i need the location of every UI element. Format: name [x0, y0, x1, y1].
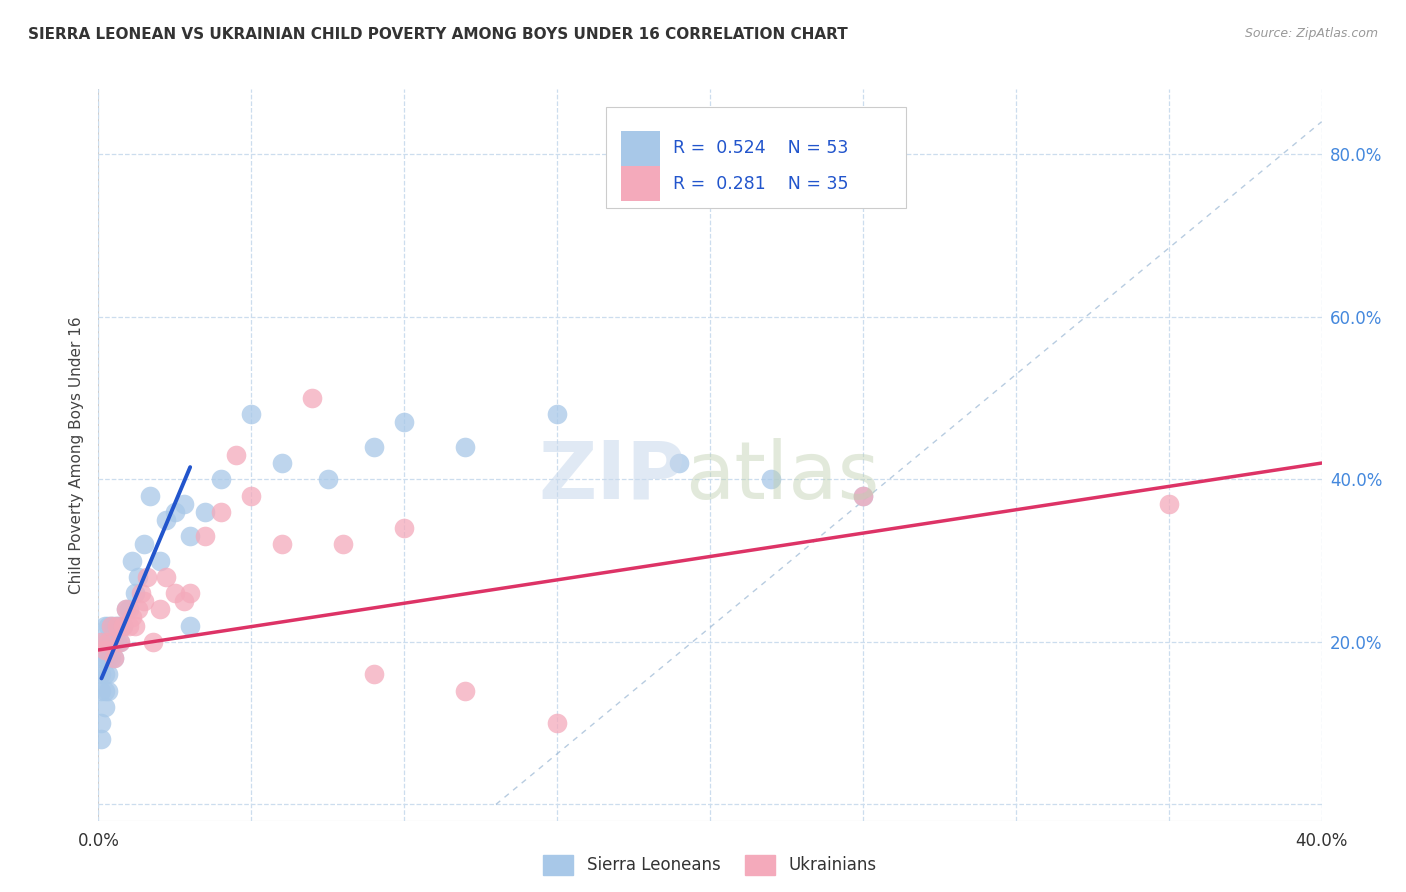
Point — [108, 618, 131, 632]
Point — [97, 683, 120, 698]
Point — [240, 489, 263, 503]
Point — [105, 618, 128, 632]
Point — [209, 472, 232, 486]
Point — [115, 602, 138, 616]
Point — [105, 635, 128, 649]
Point — [103, 635, 125, 649]
Point — [118, 602, 141, 616]
Point — [240, 407, 263, 421]
Point — [852, 489, 875, 503]
Point — [103, 618, 125, 632]
Point — [97, 667, 120, 681]
Point — [115, 602, 138, 616]
Point — [134, 537, 156, 551]
Point — [124, 618, 146, 632]
Text: R =  0.524    N = 53: R = 0.524 N = 53 — [673, 139, 849, 158]
Point — [301, 391, 323, 405]
Point — [90, 683, 112, 698]
Legend: Sierra Leoneans, Ukrainians: Sierra Leoneans, Ukrainians — [537, 848, 883, 882]
Point — [163, 505, 186, 519]
Point — [97, 635, 120, 649]
Point — [97, 618, 120, 632]
Point — [124, 586, 146, 600]
Point — [90, 635, 112, 649]
Point — [363, 667, 385, 681]
Point — [270, 537, 292, 551]
Point — [149, 602, 172, 616]
Point — [454, 683, 477, 698]
Text: Source: ZipAtlas.com: Source: ZipAtlas.com — [1244, 27, 1378, 40]
Point — [194, 505, 217, 519]
Point — [179, 586, 201, 600]
Point — [129, 586, 152, 600]
Point — [759, 472, 782, 486]
Point — [90, 732, 112, 747]
Point — [179, 618, 201, 632]
Point — [155, 513, 177, 527]
Point — [316, 472, 339, 486]
Point — [103, 651, 125, 665]
Point — [546, 407, 568, 421]
Point — [100, 635, 122, 649]
Point — [93, 635, 115, 649]
Point — [155, 570, 177, 584]
Point — [111, 618, 134, 632]
Point — [121, 610, 143, 624]
Point — [111, 618, 134, 632]
Point — [108, 635, 131, 649]
Point — [225, 448, 247, 462]
Point — [392, 416, 416, 430]
Point — [179, 529, 201, 543]
Point — [194, 529, 217, 543]
Point — [93, 699, 115, 714]
Point — [136, 570, 159, 584]
Point — [105, 618, 128, 632]
Point — [392, 521, 416, 535]
Point — [118, 618, 141, 632]
Point — [100, 618, 122, 632]
Point — [97, 635, 120, 649]
Text: ZIP: ZIP — [538, 438, 686, 516]
Point — [93, 643, 115, 657]
Point — [270, 456, 292, 470]
Point — [127, 602, 149, 616]
Point — [454, 440, 477, 454]
Point — [546, 716, 568, 731]
FancyBboxPatch shape — [620, 166, 659, 201]
FancyBboxPatch shape — [620, 131, 659, 166]
Point — [173, 497, 195, 511]
Point — [332, 537, 354, 551]
Point — [100, 618, 122, 632]
Point — [93, 667, 115, 681]
Point — [173, 594, 195, 608]
Point — [209, 505, 232, 519]
Point — [134, 594, 156, 608]
Text: atlas: atlas — [686, 438, 880, 516]
Y-axis label: Child Poverty Among Boys Under 16: Child Poverty Among Boys Under 16 — [69, 316, 84, 594]
Point — [90, 667, 112, 681]
Text: R =  0.281    N = 35: R = 0.281 N = 35 — [673, 175, 849, 193]
Point — [1157, 497, 1180, 511]
Point — [163, 586, 186, 600]
Point — [90, 716, 112, 731]
Point — [103, 651, 125, 665]
Point — [93, 683, 115, 698]
Point — [100, 651, 122, 665]
Point — [97, 651, 120, 665]
Point — [121, 553, 143, 567]
Point — [90, 651, 112, 665]
Point — [668, 456, 690, 470]
Point — [127, 570, 149, 584]
Point — [149, 553, 172, 567]
Point — [139, 489, 162, 503]
Point — [90, 635, 112, 649]
FancyBboxPatch shape — [606, 108, 905, 209]
Point — [93, 618, 115, 632]
Point — [142, 635, 165, 649]
Point — [108, 635, 131, 649]
Point — [363, 440, 385, 454]
Point — [852, 489, 875, 503]
Text: SIERRA LEONEAN VS UKRAINIAN CHILD POVERTY AMONG BOYS UNDER 16 CORRELATION CHART: SIERRA LEONEAN VS UKRAINIAN CHILD POVERT… — [28, 27, 848, 42]
Point — [93, 651, 115, 665]
